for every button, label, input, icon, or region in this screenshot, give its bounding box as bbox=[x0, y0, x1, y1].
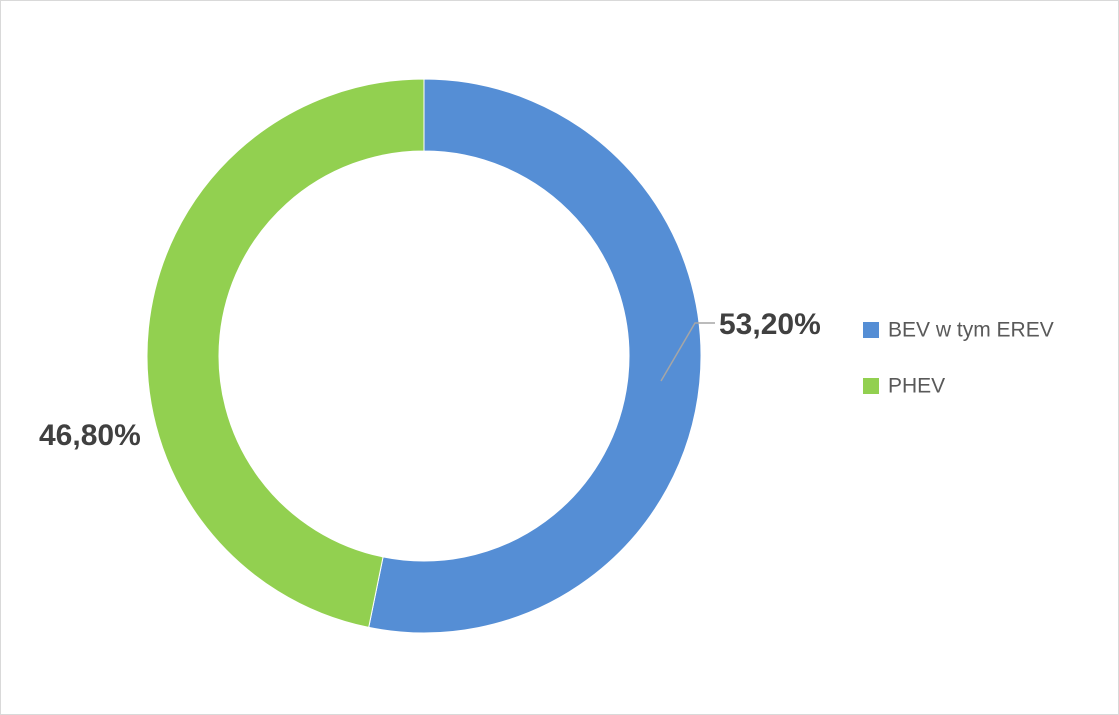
value-label: 46,80% bbox=[39, 419, 141, 452]
legend-swatch bbox=[863, 378, 879, 394]
legend-swatch bbox=[863, 322, 879, 338]
legend-label: PHEV bbox=[888, 375, 945, 398]
leader-line bbox=[660, 322, 715, 382]
donut-slice bbox=[368, 78, 702, 634]
value-label: 53,20% bbox=[719, 308, 821, 341]
donut-slice bbox=[146, 78, 425, 629]
legend-label: BEV w tym EREV bbox=[888, 319, 1054, 342]
